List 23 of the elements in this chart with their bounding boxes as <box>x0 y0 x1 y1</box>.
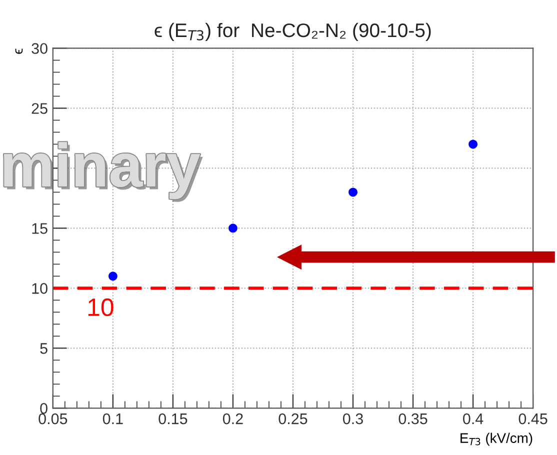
point <box>468 140 478 149</box>
y-tick-label: 5 <box>40 343 48 354</box>
x-tick-label: 0.45 <box>518 413 548 424</box>
point <box>108 272 118 281</box>
y-tick-label: 30 <box>32 43 48 54</box>
x-tick-label: 0.25 <box>278 413 308 424</box>
y-tick-label: 25 <box>32 103 48 114</box>
x-tick-label: 0.4 <box>463 413 484 424</box>
x-tick-label: 0.35 <box>398 413 428 424</box>
x-tick-label: 0.05 <box>38 413 68 424</box>
point <box>348 188 358 197</box>
x-axis-title: E$_{T3}$ (kV/cm) <box>460 432 532 446</box>
point <box>228 224 238 233</box>
x-tick-label: 0.1 <box>102 413 123 424</box>
x-tick-label: 0.3 <box>342 413 363 424</box>
x-tick-label: 0.15 <box>158 413 188 424</box>
x-tick-label: 0.2 <box>222 413 243 424</box>
y-tick-label: 15 <box>32 223 48 234</box>
y-tick-label: 10 <box>32 283 48 294</box>
chart-title: ϵ (E$_{T3}$) for Ne-CO₂-N₂ (90-10-5) <box>154 22 431 42</box>
y-axis-title: ϵ <box>15 48 23 54</box>
ref-line-label: 10 <box>88 298 114 316</box>
y-tick-label: 0 <box>40 403 48 414</box>
